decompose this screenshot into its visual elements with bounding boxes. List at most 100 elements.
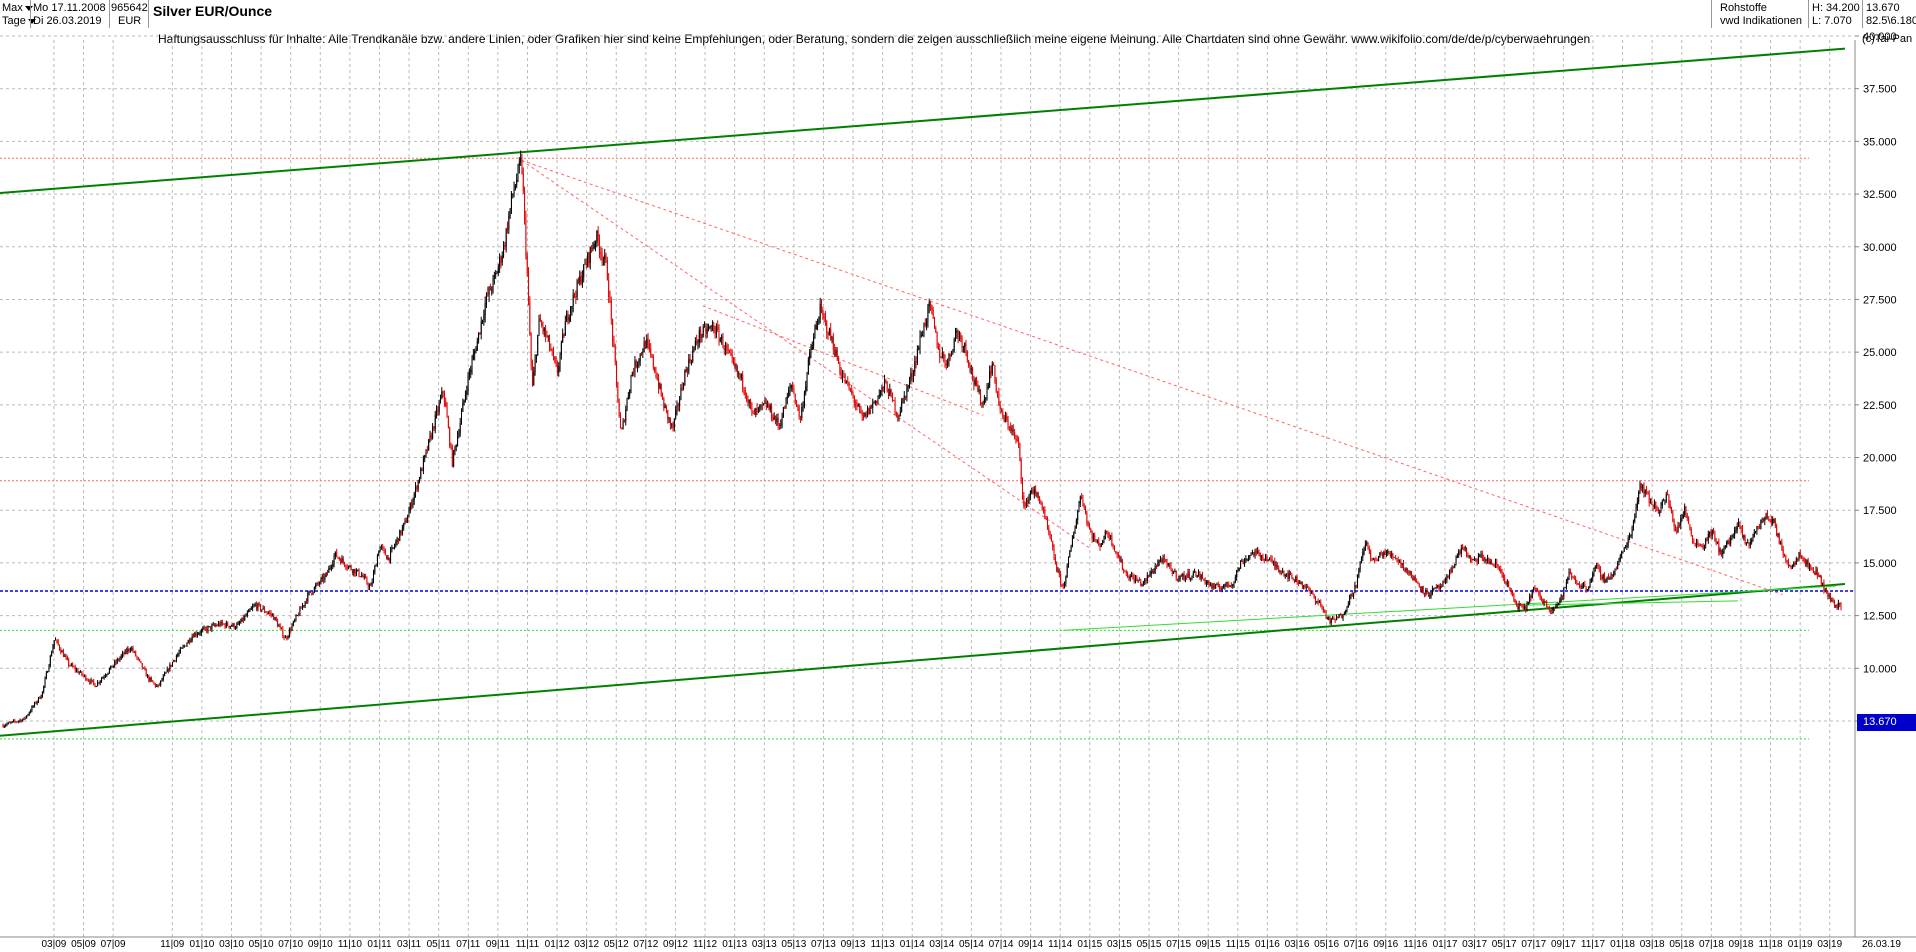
candle-body [1110,535,1112,539]
candle-body [353,569,355,573]
candle-body [977,384,979,392]
candle-body [1539,593,1541,600]
candle-body [974,380,976,385]
candle-body [1324,611,1326,613]
candle-body [1600,568,1602,577]
candle-body [811,345,813,350]
candle-body [1513,594,1515,600]
candle-body [1409,570,1411,573]
candle-body [1833,600,1835,606]
candle-body [1028,495,1030,504]
candle-body [1584,583,1586,587]
candle-body [1697,541,1699,545]
candle-body [1245,559,1247,561]
candle-body [1703,544,1705,549]
candle-body [1684,506,1686,516]
candle-body [471,359,473,370]
candle-body [650,348,652,355]
candle-body [348,566,350,568]
x-tick-label: 07|15 [1166,939,1191,950]
candle-body [1719,549,1721,553]
x-tick-label: 11|17 [1581,939,1606,950]
candle-body [663,398,665,409]
candle-body [358,569,360,577]
candle-body [1341,615,1343,619]
candle-body [1812,569,1814,573]
x-tick-label: 03|16 [1285,939,1310,950]
candle-body [1727,541,1729,543]
candle-body [1698,544,1700,546]
candle-body [1632,521,1634,528]
candle-body [181,647,183,649]
candle-body [395,542,397,546]
candle-body [1606,576,1608,580]
candle-body [861,413,863,416]
candle-body [44,678,46,686]
candle-body [403,522,405,528]
candle-body [1717,542,1719,544]
candle-body [746,395,748,400]
candle-body [487,293,489,296]
candle-body [488,287,490,296]
candle-body [918,348,920,350]
candle-body [1526,603,1528,610]
candle-body [789,388,791,391]
y-tick-label: 35.000 [1863,136,1897,148]
x-tick-label: 03|19 [1817,939,1842,950]
candle-body [1489,561,1491,564]
candle-body [1554,606,1556,608]
candle-body [725,345,727,350]
candle-body [1706,538,1708,540]
candle-body [622,420,624,429]
candle-body [528,273,530,302]
change-value: 82.5\6.180 [1866,15,1916,27]
candle-body [119,657,121,661]
candle-body [683,385,685,389]
candle-body [978,389,980,392]
candle-body [421,468,423,471]
candle-body [1806,560,1808,565]
candle-body [1354,584,1356,593]
candle-body [1580,585,1582,589]
candle-body [104,675,106,677]
candle-body [434,414,436,429]
interval-select[interactable]: Tage [2,15,36,27]
candle-body [730,352,732,355]
candle-body [1035,489,1037,494]
candle-body [342,558,344,563]
candle-body [1630,535,1632,537]
candle-body [818,320,820,324]
candle-body [1215,584,1217,589]
candle-body [820,304,822,310]
candle-body [987,386,989,388]
x-tick-label: 11|15 [1226,939,1251,950]
candle-body [1408,571,1410,573]
candle-body [242,617,244,621]
candle-body [999,404,1001,410]
candle-body [91,679,93,681]
candle-body [52,646,54,653]
candle-body [1241,560,1243,562]
candle-body [738,373,740,375]
candle-body [449,427,451,446]
candle-body [1053,547,1055,558]
candle-body [1125,572,1127,574]
candle-body [1140,580,1142,585]
candle-body [1157,562,1159,567]
candle-body [261,609,263,611]
candle-body [782,407,784,418]
candle-body [1447,576,1449,578]
candle-body [1610,574,1612,579]
candle-body [114,661,116,666]
candle-body [191,636,193,641]
x-tick-label: 01|16 [1255,939,1280,950]
range-select[interactable]: Max [2,2,33,14]
candle-body [764,402,766,404]
candle-body [61,651,63,653]
candle-body [283,636,285,638]
candle-body [560,341,562,355]
candle-body [951,351,953,357]
candle-body [1098,541,1100,545]
candle-body [74,667,76,671]
candle-body [621,428,623,430]
